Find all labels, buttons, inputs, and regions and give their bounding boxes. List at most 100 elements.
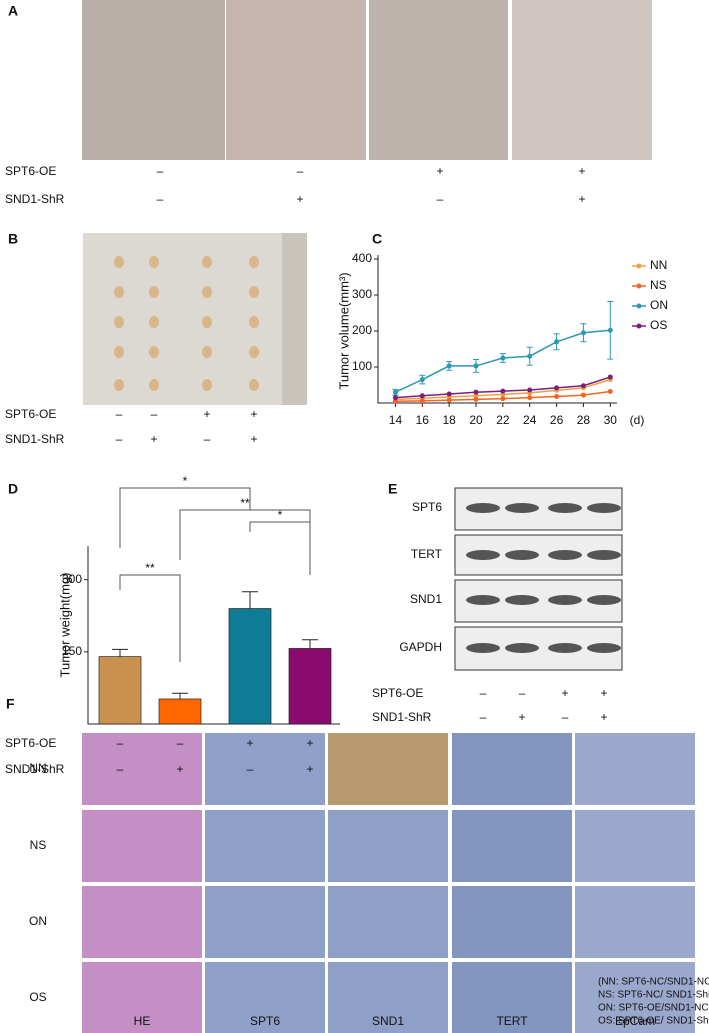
point — [392, 398, 398, 404]
point — [446, 397, 452, 403]
band — [505, 550, 539, 560]
band — [466, 643, 500, 653]
y-label: Tumor volume(mm³) — [336, 272, 351, 389]
sign: – — [247, 762, 254, 776]
panel-label: F — [6, 696, 15, 712]
band-label: GAPDH — [399, 640, 442, 654]
tumor — [149, 379, 159, 391]
row-label: SND1-ShR — [5, 762, 65, 776]
bracket — [119, 574, 181, 662]
bracket — [179, 509, 311, 575]
sign: – — [519, 686, 526, 700]
band-label: SND1 — [410, 592, 442, 606]
point — [473, 396, 479, 402]
column-label: TERT — [496, 1014, 528, 1028]
micrograph — [452, 962, 572, 1033]
band — [505, 595, 539, 605]
significance: * — [183, 474, 188, 488]
band — [587, 550, 621, 560]
point — [500, 388, 506, 394]
sign: – — [437, 192, 444, 206]
point — [527, 387, 533, 393]
note: OS: SPT6-OE/ SND1-ShR) — [598, 1016, 709, 1027]
row-label: SPT6-OE — [5, 407, 56, 421]
x-tick-label: 18 — [442, 413, 456, 427]
y-tick-label: 300 — [62, 572, 82, 586]
point — [500, 396, 506, 402]
micrograph — [205, 810, 325, 882]
row-label: SND1-ShR — [5, 432, 65, 446]
row-label: SPT6-OE — [5, 164, 56, 178]
sign: + — [246, 736, 253, 750]
tumor — [249, 316, 259, 328]
error-bar — [112, 648, 128, 657]
point — [473, 389, 479, 395]
point — [419, 377, 425, 383]
micrograph — [328, 962, 448, 1033]
x-label: (d) — [630, 413, 645, 427]
sign: + — [176, 762, 183, 776]
band — [587, 643, 621, 653]
band — [548, 643, 582, 653]
tumor — [202, 379, 212, 391]
micrograph — [328, 886, 448, 958]
sign: – — [117, 736, 124, 750]
x-tick-label: 28 — [577, 413, 591, 427]
photo — [226, 0, 366, 160]
micrograph — [575, 962, 695, 1033]
point — [554, 394, 560, 400]
x-tick-label: 30 — [604, 413, 618, 427]
legend-label: OS — [650, 318, 667, 332]
micrograph — [82, 962, 202, 1033]
column-label: SND1 — [372, 1014, 404, 1028]
point — [554, 339, 560, 345]
band — [466, 503, 500, 513]
y-label: Tumor weight(mg) — [57, 573, 72, 678]
micrograph — [575, 886, 695, 958]
point — [419, 393, 425, 399]
row-label: SND1-ShR — [5, 192, 65, 206]
row-label: SND1-ShR — [372, 710, 432, 724]
y-tick-label: 400 — [352, 251, 372, 265]
band — [505, 643, 539, 653]
photo — [512, 0, 652, 160]
sign: + — [150, 432, 157, 446]
error-bar — [242, 591, 258, 609]
tumor — [202, 256, 212, 268]
row-label: NS — [30, 838, 47, 852]
row-label: NN — [29, 761, 46, 775]
bracket — [119, 487, 251, 548]
y-tick-label: 100 — [352, 359, 372, 373]
bar — [158, 698, 202, 725]
point — [446, 391, 452, 397]
tumor — [114, 379, 124, 391]
micrograph — [452, 886, 572, 958]
error-bar — [172, 692, 188, 699]
panel-label: E — [388, 481, 397, 497]
point — [419, 398, 425, 404]
photo — [369, 0, 508, 160]
tumor — [149, 346, 159, 358]
micrograph — [82, 810, 202, 882]
sign: + — [578, 192, 585, 206]
sign: – — [117, 762, 124, 776]
micrograph — [82, 733, 202, 805]
point — [527, 395, 533, 401]
row-label: OS — [29, 990, 46, 1004]
tumor — [249, 379, 259, 391]
micrograph — [575, 733, 695, 805]
tumor — [149, 256, 159, 268]
panel-label: B — [8, 231, 18, 247]
tumor — [249, 346, 259, 358]
tumor — [114, 286, 124, 298]
sign: – — [151, 407, 158, 421]
significance: ** — [145, 561, 155, 575]
band-label: TERT — [411, 547, 443, 561]
bar — [288, 648, 332, 725]
panel-label: D — [8, 481, 18, 497]
point — [607, 327, 613, 333]
tumor — [202, 286, 212, 298]
micrograph — [575, 810, 695, 882]
significance: ** — [240, 496, 250, 510]
